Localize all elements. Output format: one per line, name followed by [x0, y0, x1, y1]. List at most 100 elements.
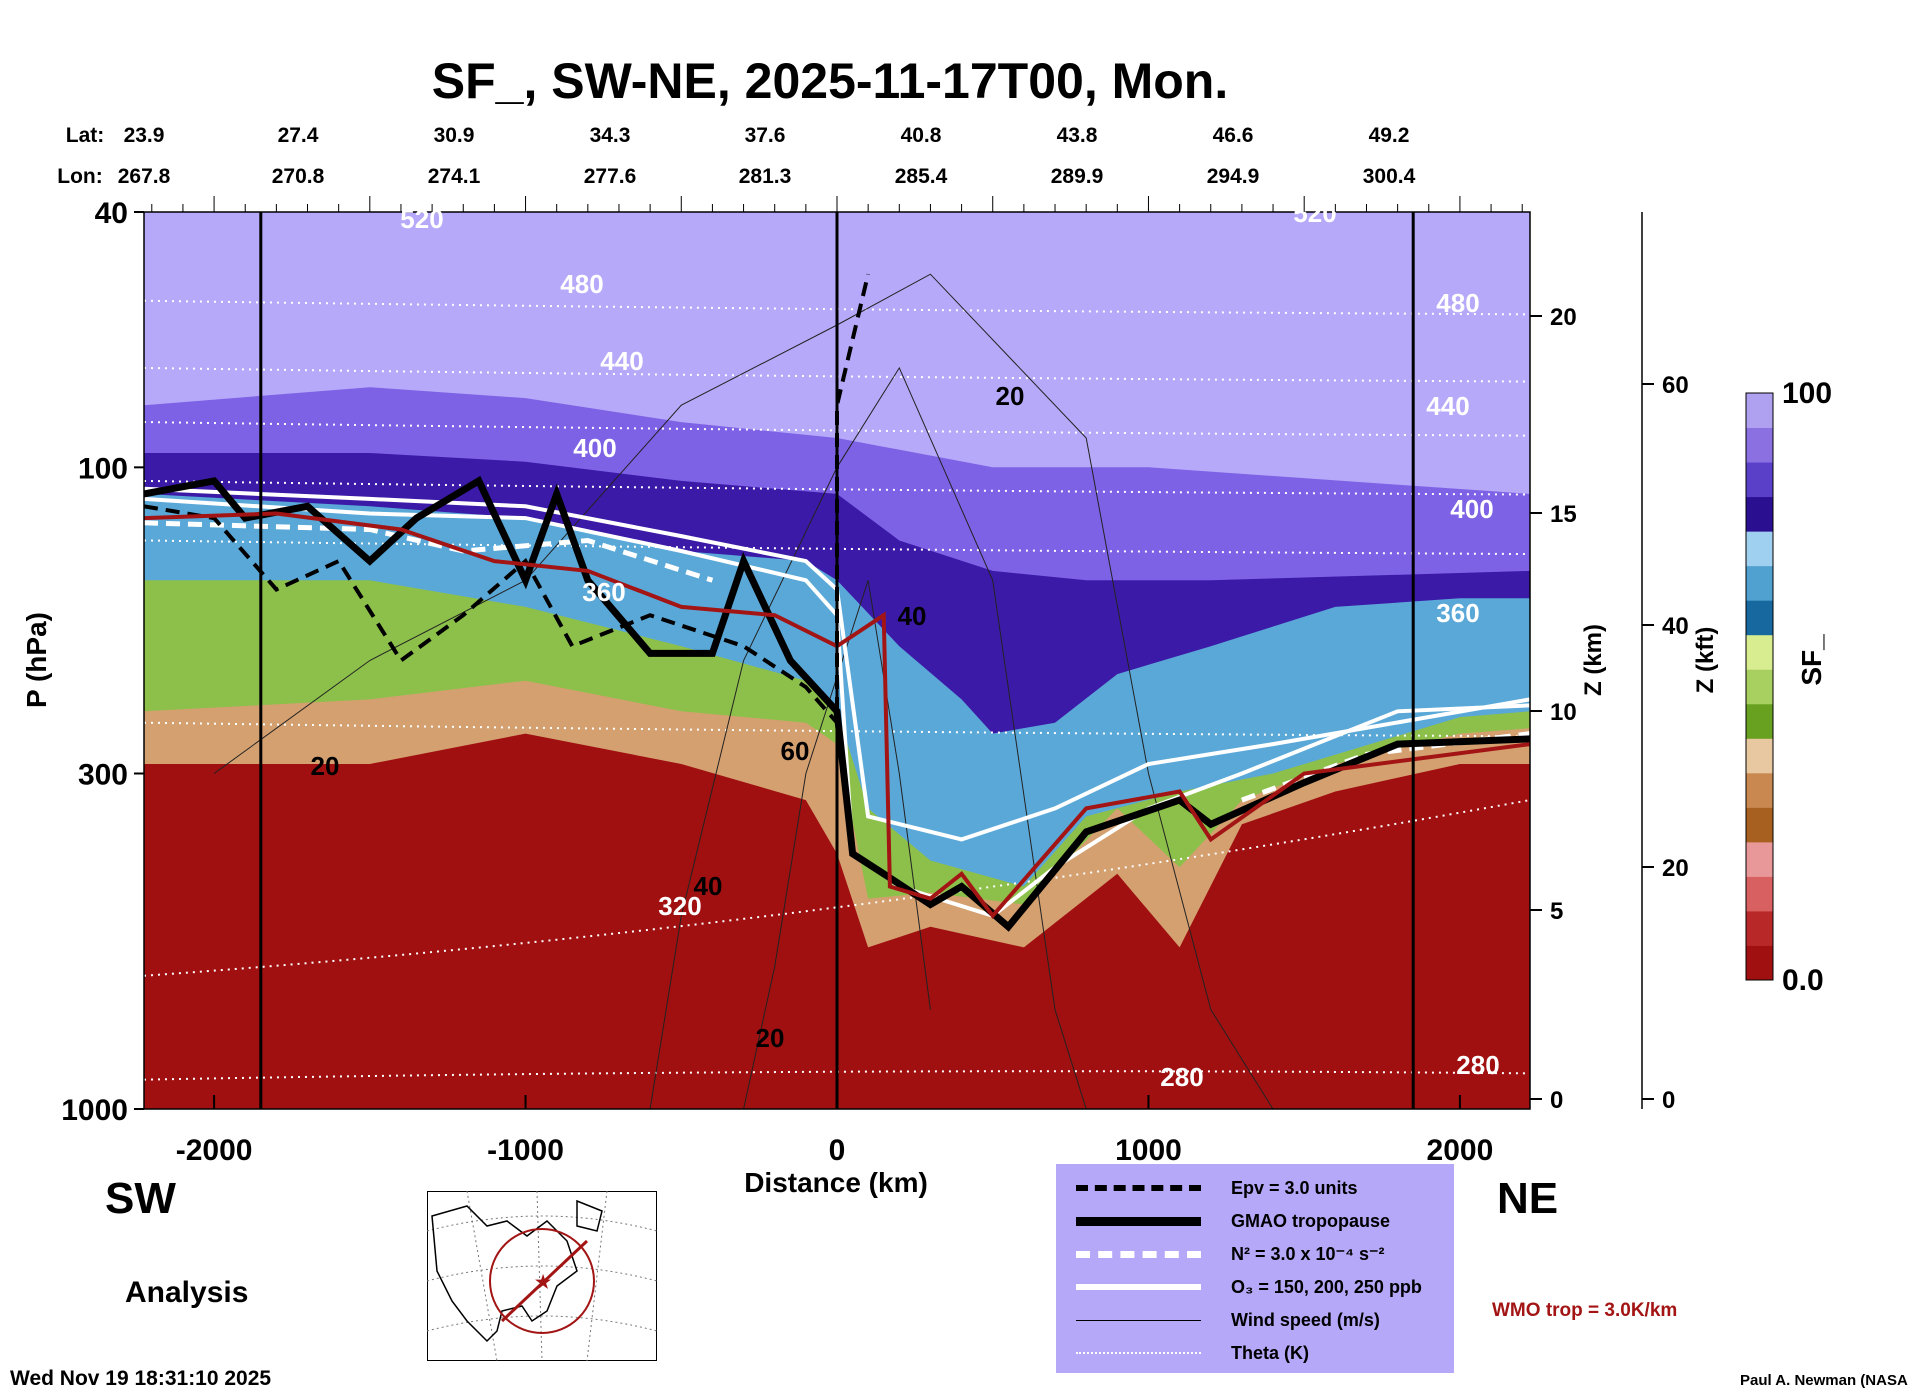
- colorbar-label: SF_: [1796, 634, 1827, 686]
- colorbar-segment: [1746, 669, 1773, 705]
- colorbar-segment: [1746, 703, 1773, 739]
- lon-value: 294.9: [1206, 165, 1260, 188]
- colorbar-segment: [1746, 738, 1773, 774]
- theta-label: 360: [1436, 598, 1479, 628]
- lon-value: 300.4: [1362, 165, 1416, 188]
- colorbar-segment: [1746, 565, 1773, 601]
- wind-label: 20: [996, 381, 1025, 411]
- legend-item: N² = 3.0 x 10⁻⁴ s⁻²: [1076, 1240, 1384, 1268]
- wind-contour: [649, 366, 1087, 1109]
- theta-label: 480: [560, 269, 603, 299]
- colorbar-segment: [1746, 393, 1773, 429]
- gmao-tropopause: [144, 475, 1530, 932]
- legend-swatch: [1076, 1319, 1201, 1321]
- wind-label: 40: [694, 871, 723, 901]
- wind-label: 40: [898, 601, 927, 631]
- zkm-tick-label: 15: [1550, 501, 1577, 528]
- y-tick-label: 300: [78, 758, 128, 791]
- lat-value: 46.6: [1212, 124, 1254, 147]
- legend-item: Wind speed (m/s): [1076, 1306, 1380, 1334]
- theta-label: 440: [600, 346, 643, 376]
- epv-contour: [144, 273, 871, 729]
- theta-label: 280: [1160, 1062, 1203, 1092]
- zkm-axis-label: Z (km): [1580, 624, 1607, 696]
- lon-value: 267.8: [117, 165, 171, 188]
- theta-label: 320: [658, 891, 701, 921]
- zkft-tick-label: 40: [1662, 613, 1689, 640]
- colorbar-segment: [1746, 807, 1773, 843]
- y-tick-label: 1000: [61, 1094, 128, 1127]
- lat-value: 23.9: [123, 124, 165, 147]
- theta-label: 520: [1293, 198, 1336, 228]
- theta-label: 360: [582, 577, 625, 607]
- legend-item: O₃ = 150, 200, 250 ppb: [1076, 1273, 1422, 1301]
- colorbar-segment: [1746, 841, 1773, 877]
- colorbar-segment: [1746, 876, 1773, 912]
- colorbar-segment: [1746, 772, 1773, 808]
- legend-swatch: [1076, 1216, 1201, 1226]
- legend: Epv = 3.0 units GMAO tropopause N² = 3.0 x…: [1056, 1164, 1454, 1373]
- legend-label: GMAO tropopause: [1231, 1210, 1391, 1231]
- legend-label: Wind speed (m/s): [1231, 1309, 1380, 1330]
- colorbar-segment: [1746, 531, 1773, 567]
- theta-label: 520: [400, 204, 443, 234]
- timestamp: Wed Nov 19 18:31:10 2025: [10, 1367, 272, 1390]
- lat-value: 40.8: [900, 124, 942, 147]
- lon-value: 281.3: [738, 165, 792, 188]
- theta-label: 440: [1426, 391, 1469, 421]
- x-tick-label: 1000: [1115, 1134, 1182, 1167]
- legend-swatch: [1076, 1284, 1201, 1290]
- zkft-tick-label: 0: [1662, 1087, 1675, 1114]
- ne-label: NE: [1497, 1174, 1559, 1223]
- zkm-tick-label: 5: [1550, 898, 1563, 925]
- analysis-label: Analysis: [125, 1276, 249, 1309]
- location-map: ★: [427, 1191, 657, 1361]
- x-tick-label: 0: [829, 1134, 846, 1167]
- x-axis-label: Distance (km): [744, 1167, 928, 1198]
- x-tick-label: -1000: [487, 1134, 564, 1167]
- colorbar-segment: [1746, 945, 1773, 981]
- colorbar-frame: [1745, 392, 1774, 981]
- legend-item: GMAO tropopause: [1076, 1207, 1390, 1235]
- svg-text:★: ★: [535, 1272, 552, 1292]
- wind-contour: [213, 273, 1274, 1109]
- lon-value: 270.8: [271, 165, 325, 188]
- legend-swatch: [1076, 1352, 1201, 1354]
- legend-label: Theta (K): [1231, 1342, 1309, 1363]
- zkft-tick-label: 20: [1662, 855, 1689, 882]
- colorbar-segment: [1746, 462, 1773, 498]
- colorbar-max: 100: [1782, 377, 1833, 410]
- legend-label: Epv = 3.0 units: [1231, 1177, 1358, 1198]
- y-tick-label: 40: [95, 197, 128, 230]
- lat-value: 37.6: [744, 124, 786, 147]
- lat-value: 27.4: [277, 124, 319, 147]
- wind-label: 60: [781, 736, 810, 766]
- colorbar-segment: [1746, 634, 1773, 670]
- zkm-tick-label: 10: [1550, 699, 1577, 726]
- lat-label: Lat:: [65, 124, 105, 147]
- zkft-axis-label: Z (kft): [1692, 626, 1719, 694]
- lat-value: 49.2: [1368, 124, 1410, 147]
- colorbar-segment: [1746, 427, 1773, 463]
- x-tick-label: -2000: [176, 1134, 253, 1167]
- colorbar-segment: [1746, 910, 1773, 946]
- legend-label: N² = 3.0 x 10⁻⁴ s⁻²: [1231, 1243, 1385, 1264]
- lat-value: 43.8: [1056, 124, 1098, 147]
- theta-label: 480: [1436, 288, 1479, 318]
- ozone-contour: [144, 486, 1530, 842]
- colorbar-segment: [1746, 600, 1773, 636]
- legend-item: Theta (K): [1076, 1339, 1309, 1367]
- colorbar-min: 0.0: [1782, 964, 1824, 997]
- legend-label: O₃ = 150, 200, 250 ppb: [1231, 1276, 1422, 1297]
- lon-value: 289.9: [1050, 165, 1104, 188]
- legend-item: Epv = 3.0 units: [1076, 1174, 1358, 1202]
- legend-swatch: [1076, 1185, 1201, 1191]
- zkm-tick-label: 0: [1550, 1087, 1563, 1114]
- chart-title: SF_, SW-NE, 2025-11-17T00, Mon.: [431, 53, 1229, 109]
- wmo-trop-label: WMO trop = 3.0K/km: [1492, 1300, 1678, 1321]
- credit: Paul A. Newman (NASA: [1740, 1372, 1908, 1389]
- wmo-tropopause: [144, 511, 1530, 919]
- x-tick-label: 2000: [1427, 1134, 1494, 1167]
